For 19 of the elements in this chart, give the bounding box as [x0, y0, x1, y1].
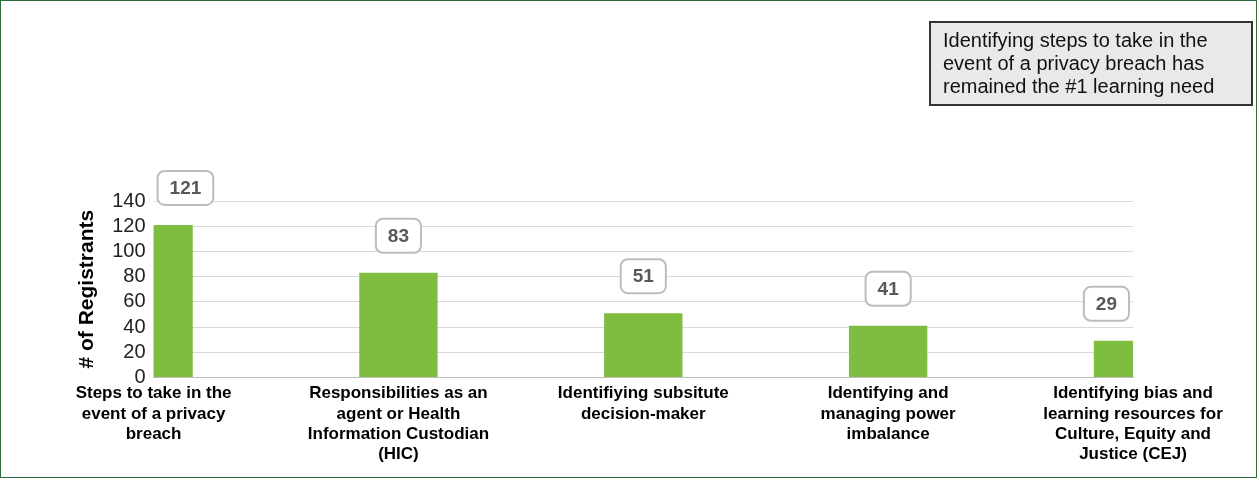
x-tick-label: Identifiying subsitute decision-maker	[557, 383, 729, 423]
data-label: 83	[387, 225, 409, 247]
y-tick-label: 100	[112, 238, 146, 261]
data-label: 41	[877, 277, 900, 299]
y-tick-label: 120	[112, 213, 146, 236]
text: Identifying steps to take in the event of a privacy breach has remained the #1 learning need	[929, 21, 1253, 106]
y-tick-label: 80	[123, 264, 146, 287]
y-tick-label: 140	[112, 188, 146, 211]
y-axis-title: # of Registrants	[74, 209, 98, 369]
data-label: 51	[632, 265, 655, 287]
data-label: 29	[1095, 293, 1117, 315]
x-tick-label: Identifying and managing power imbalance	[820, 383, 957, 444]
y-tick-label: 20	[123, 339, 146, 362]
x-tick-label: Responsibilities as an agent or Health Information Custodian (HIC)	[307, 383, 490, 464]
y-tick-label: 60	[123, 289, 146, 312]
data-label: 121	[169, 177, 202, 199]
x-tick-label: Identifying bias and learning resources for Culture, Equity and Justice (CEJ)	[1043, 383, 1224, 464]
y-tick-label: 40	[123, 314, 146, 337]
bar	[604, 313, 683, 377]
